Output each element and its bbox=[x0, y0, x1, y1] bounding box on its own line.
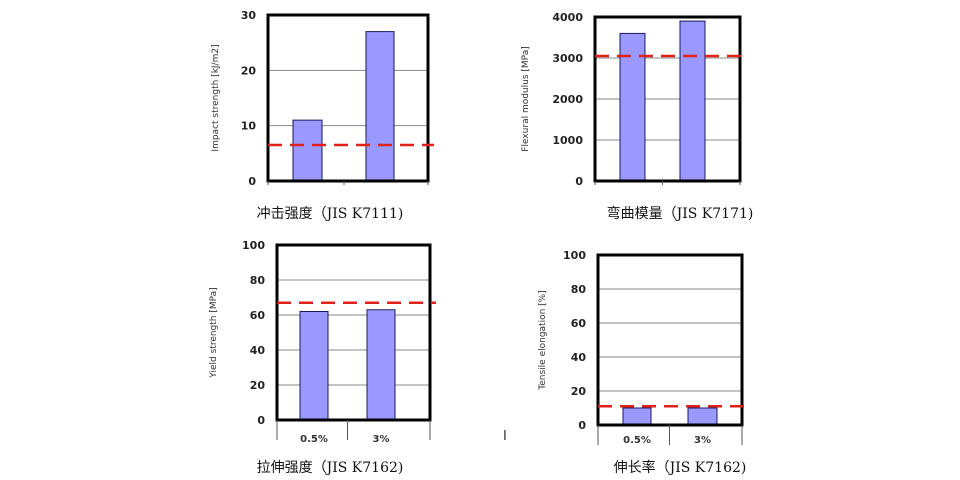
y-axis-label: Flexural modulus [MPa] bbox=[521, 46, 531, 151]
y-tick-label: 4000 bbox=[552, 11, 583, 24]
category-label: 3% bbox=[373, 434, 390, 445]
chart-panel-4: 0 20 40 60 80 100 0.5% 3% Tensile elongation [%]… bbox=[538, 249, 748, 476]
plot-frame bbox=[593, 15, 742, 183]
plot-frame bbox=[596, 253, 744, 427]
y-axis-label: Impact strength [kJ/m2] bbox=[211, 44, 221, 151]
chart-title: 弯曲模量（JIS K7171) bbox=[607, 205, 754, 222]
y-axis-label: Yield strength [MPa] bbox=[209, 287, 219, 378]
y-tick-label: 0 bbox=[257, 414, 265, 427]
y-tick-label: 60 bbox=[250, 309, 266, 322]
bar bbox=[365, 31, 395, 182]
y-tick-label: 40 bbox=[571, 351, 587, 364]
y-tick-label: 0 bbox=[578, 419, 586, 432]
plot-frame bbox=[275, 243, 432, 422]
y-tick-label: 100 bbox=[563, 249, 586, 262]
y-axis-label: Tensile elongation [%] bbox=[538, 290, 548, 390]
y-tick-label: 40 bbox=[250, 344, 266, 357]
bar bbox=[622, 407, 652, 426]
category-label: 3% bbox=[694, 435, 711, 446]
y-tick-label: 20 bbox=[241, 64, 257, 77]
bar bbox=[292, 119, 323, 182]
y-tick-label: 60 bbox=[571, 317, 587, 330]
category-label: 0.5% bbox=[300, 434, 328, 445]
bar bbox=[679, 20, 706, 182]
plot-frame bbox=[266, 13, 430, 183]
y-tick-label: 20 bbox=[571, 385, 587, 398]
category-label: 0.5% bbox=[623, 435, 651, 446]
y-tick-label: 10 bbox=[241, 120, 257, 133]
chart-panel-3: 0 20 40 60 80 100 0.5% 3% Yield strength [MPa] 拉伸… bbox=[209, 239, 436, 476]
y-tick-label: 20 bbox=[250, 379, 266, 392]
chart-panel-1: 0 10 20 30 Impact strength [kJ/m2] 冲击强度（JIS K… bbox=[211, 9, 434, 222]
y-tick-label: 0 bbox=[248, 175, 256, 188]
chart-title: 拉伸强度（JIS K7162) bbox=[257, 460, 404, 476]
y-tick-label: 100 bbox=[242, 239, 265, 252]
bar bbox=[299, 311, 329, 421]
chart-panel-2: 0 1000 2000 3000 4000 Flexural modulus [MPa] 弯… bbox=[521, 11, 753, 222]
bar bbox=[366, 309, 396, 421]
y-tick-label: 30 bbox=[241, 9, 257, 22]
y-tick-label: 80 bbox=[250, 274, 266, 287]
bar bbox=[687, 407, 718, 426]
chart-title: 冲击强度（JIS K7111) bbox=[257, 206, 404, 222]
y-tick-label: 0 bbox=[575, 175, 583, 188]
y-tick-label: 80 bbox=[571, 283, 587, 296]
y-tick-label: 2000 bbox=[552, 93, 583, 106]
y-tick-label: 3000 bbox=[552, 52, 583, 65]
chart-title: 伸长率（JIS K7162) bbox=[614, 459, 747, 476]
y-tick-label: 1000 bbox=[552, 134, 583, 147]
stray-mark: I bbox=[503, 429, 507, 444]
